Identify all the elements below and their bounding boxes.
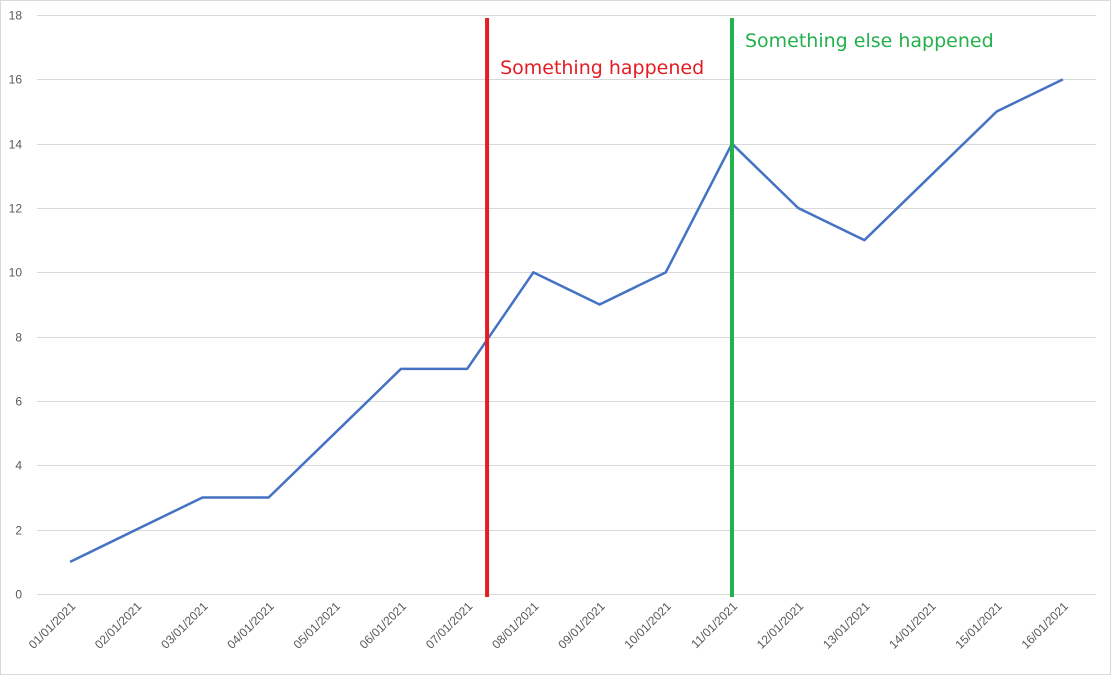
- event-label: Something happened: [500, 57, 704, 79]
- y-tick-label: 4: [15, 459, 22, 473]
- y-tick-label: 8: [15, 331, 22, 345]
- y-tick-label: 18: [9, 9, 23, 23]
- y-tick-label: 2: [15, 524, 22, 538]
- y-tick-label: 12: [9, 202, 23, 216]
- y-tick-label: 0: [15, 588, 22, 602]
- y-tick-label: 10: [9, 266, 23, 280]
- gridlines: [37, 15, 1096, 595]
- event-label: Something else happened: [745, 30, 994, 52]
- series-line: [69, 78, 1064, 563]
- y-tick-label: 6: [15, 395, 22, 409]
- series-group: [69, 78, 1064, 563]
- y-axis-ticks: 0 2 4 6 8 10 12 14 16 18: [9, 9, 23, 602]
- annotations: Something happened Something else happene…: [485, 18, 994, 597]
- y-tick-label: 16: [9, 73, 23, 87]
- y-tick-label: 14: [9, 138, 23, 152]
